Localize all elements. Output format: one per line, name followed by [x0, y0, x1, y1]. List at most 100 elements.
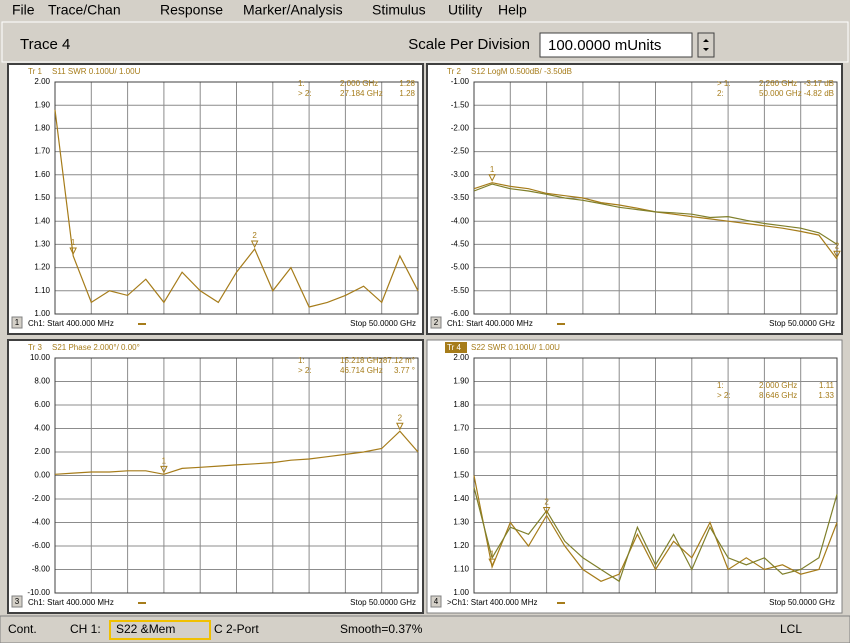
y-tick-label: -2.00 [32, 494, 51, 503]
trace-name: Tr 1 [28, 67, 42, 76]
trace-description: S21 Phase 2.000°/ 0.00° [52, 343, 140, 352]
y-tick-label: 1.20 [453, 541, 469, 550]
marker-glyph: 2 [835, 241, 840, 250]
y-tick-label: 1.40 [34, 216, 50, 225]
sweep-start: >Ch1: Start 400.000 MHz [447, 598, 538, 607]
marker-glyph: 2 [252, 231, 257, 240]
trace [54, 109, 419, 308]
marker-readout: 27.184 GHz [340, 89, 383, 98]
y-tick-label: 1.40 [453, 494, 469, 503]
y-tick-label: 0.00 [34, 471, 50, 480]
marker-glyph: 2 [398, 413, 403, 422]
y-tick-label: -8.00 [32, 565, 51, 574]
y-tick-label: 2.00 [34, 77, 50, 86]
marker-triangle [250, 240, 259, 249]
sweep-stop: Stop 50.0000 GHz [769, 598, 835, 607]
marker-glyph: 1 [490, 165, 495, 174]
y-tick-label: 1.90 [34, 100, 50, 109]
panel-number-box [430, 595, 442, 608]
y-tick-label: -2.50 [451, 147, 470, 156]
marker-glyph: 1 [490, 549, 495, 558]
marker-readout: 2.260 GHz [759, 79, 797, 88]
panel-number: 4 [434, 597, 439, 606]
marker-glyph: 1 [162, 456, 167, 465]
marker-readout: 2: [717, 89, 724, 98]
trace-description: S11 SWR 0.100U/ 1.00U [52, 67, 141, 76]
panel-number-box [11, 595, 23, 608]
marker-readout: 1.11 [819, 381, 835, 390]
y-tick-label: -4.50 [451, 240, 470, 249]
marker-readout: 1: [298, 79, 305, 88]
menu-item[interactable]: Stimulus [372, 2, 426, 18]
plot-frame [473, 81, 838, 315]
status-trace: S22 &Mem [116, 622, 175, 636]
y-tick-label: -5.00 [451, 263, 470, 272]
menu-item[interactable]: Utility [448, 2, 482, 18]
trace-description: S22 SWR 0.100U/ 1.00U [471, 343, 560, 352]
sweep-stop: Stop 50.0000 GHz [769, 319, 835, 328]
active-trace: Trace 4 [20, 36, 70, 53]
menu-item[interactable]: Trace/Chan [48, 2, 121, 18]
y-tick-label: 1.60 [34, 170, 50, 179]
y-tick-label: -3.00 [451, 170, 470, 179]
marker-readout: 1.28 [399, 89, 415, 98]
marker-readout: 1: [298, 356, 305, 365]
y-tick-label: 1.50 [34, 193, 50, 202]
y-tick-label: 8.00 [34, 377, 50, 386]
y-tick-label: 1.80 [453, 400, 469, 409]
marker-readout: 1: [717, 381, 724, 390]
scale-input[interactable] [539, 32, 693, 58]
trace [54, 430, 419, 475]
marker-readout: -3.17 dB [804, 79, 834, 88]
marker-readout: > 2: [717, 391, 731, 400]
marker-triangle [488, 558, 496, 567]
y-tick-label: 4.00 [34, 424, 50, 433]
marker-triangle [69, 247, 77, 256]
trace [473, 487, 838, 583]
y-tick-label: 2.00 [34, 447, 50, 456]
menu-bar [0, 0, 850, 20]
marker-readout: 1.28 [399, 79, 415, 88]
sweep-start: Ch1: Start 400.000 MHz [28, 319, 114, 328]
panel-number: 2 [434, 318, 439, 327]
panel [426, 63, 843, 335]
y-tick-label: -1.00 [451, 77, 470, 86]
scale-label: Scale Per Division [408, 36, 530, 53]
status-trace-box [109, 620, 211, 640]
menu-item[interactable]: Marker/Analysis [243, 2, 343, 18]
spinner-arrows [703, 39, 709, 51]
spinner[interactable] [697, 32, 715, 58]
panel-number: 1 [15, 318, 20, 327]
marker-readout: 87.12 m° [383, 356, 415, 365]
marker-readout: 1.33 [818, 391, 834, 400]
marker-readout: > 2: [298, 366, 312, 375]
y-tick-label: 1.50 [453, 471, 469, 480]
sweep-start: Ch1: Start 400.000 MHz [28, 598, 114, 607]
y-tick-label: 1.20 [34, 263, 50, 272]
menu-item[interactable]: File [12, 2, 35, 18]
y-tick-label: 6.00 [34, 400, 50, 409]
marker-readout: 8.646 GHz [759, 391, 797, 400]
active-trace-tag [445, 342, 467, 353]
marker-readout: 46.714 GHz [340, 366, 383, 375]
menu-item[interactable]: Response [160, 2, 223, 18]
trace [473, 475, 838, 582]
sweep-start: Ch1: Start 400.000 MHz [447, 319, 533, 328]
status-smooth: Smooth=0.37% [340, 622, 423, 636]
menu-item[interactable]: Help [498, 2, 527, 18]
status-remote: LCL [780, 622, 802, 636]
sweep-stop: Stop 50.0000 GHz [350, 598, 416, 607]
y-tick-label: -6.00 [32, 541, 51, 550]
marker-glyph: 2 [544, 498, 549, 507]
trace-description: S12 LogM 0.500dB/ -3.50dB [471, 67, 572, 76]
y-tick-label: 10.00 [30, 353, 51, 362]
y-tick-label: 1.90 [453, 377, 469, 386]
y-tick-label: 1.30 [34, 240, 50, 249]
panel-number-box [11, 316, 23, 329]
marker-readout: 3.77 ° [394, 366, 415, 375]
marker-triangle [488, 174, 496, 182]
status-port: C 2-Port [214, 622, 259, 636]
y-tick-label: -2.00 [451, 124, 470, 133]
